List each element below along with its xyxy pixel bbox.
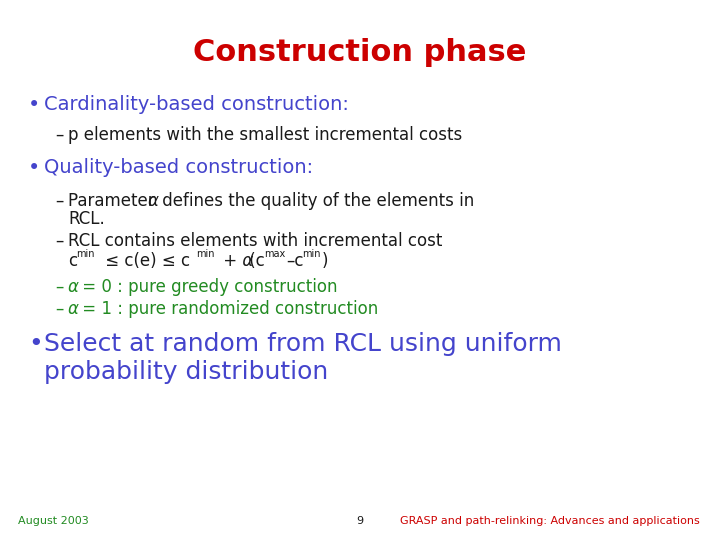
Text: GRASP and path-relinking: Advances and applications: GRASP and path-relinking: Advances and a… <box>400 516 700 526</box>
Text: •: • <box>28 158 40 178</box>
Text: c: c <box>68 252 77 270</box>
Text: Quality-based construction:: Quality-based construction: <box>44 158 313 177</box>
Text: •: • <box>28 95 40 115</box>
Text: defines the quality of the elements in: defines the quality of the elements in <box>157 192 474 210</box>
Text: 9: 9 <box>356 516 364 526</box>
Text: = 0 : pure greedy construction: = 0 : pure greedy construction <box>77 278 338 296</box>
Text: ): ) <box>322 252 328 270</box>
Text: –c: –c <box>286 252 304 270</box>
Text: –: – <box>55 278 63 296</box>
Text: –: – <box>55 300 63 318</box>
Text: max: max <box>264 249 285 259</box>
Text: min: min <box>196 249 215 259</box>
Text: –: – <box>55 232 63 250</box>
Text: α: α <box>68 300 79 318</box>
Text: RCL.: RCL. <box>68 210 104 228</box>
Text: –: – <box>55 192 63 210</box>
Text: August 2003: August 2003 <box>18 516 89 526</box>
Text: ≤ c(e) ≤ c: ≤ c(e) ≤ c <box>100 252 190 270</box>
Text: •: • <box>28 332 42 356</box>
Text: min: min <box>76 249 94 259</box>
Text: Select at random from RCL using uniform: Select at random from RCL using uniform <box>44 332 562 356</box>
Text: min: min <box>302 249 320 259</box>
Text: (c: (c <box>244 252 265 270</box>
Text: Cardinality-based construction:: Cardinality-based construction: <box>44 95 349 114</box>
Text: Parameter: Parameter <box>68 192 160 210</box>
Text: α: α <box>148 192 159 210</box>
Text: p elements with the smallest incremental costs: p elements with the smallest incremental… <box>68 126 462 144</box>
Text: RCL contains elements with incremental cost: RCL contains elements with incremental c… <box>68 232 442 250</box>
Text: probability distribution: probability distribution <box>44 360 328 384</box>
Text: Construction phase: Construction phase <box>193 38 527 67</box>
Text: α: α <box>68 278 79 296</box>
Text: + α: + α <box>218 252 253 270</box>
Text: –: – <box>55 126 63 144</box>
Text: = 1 : pure randomized construction: = 1 : pure randomized construction <box>77 300 378 318</box>
